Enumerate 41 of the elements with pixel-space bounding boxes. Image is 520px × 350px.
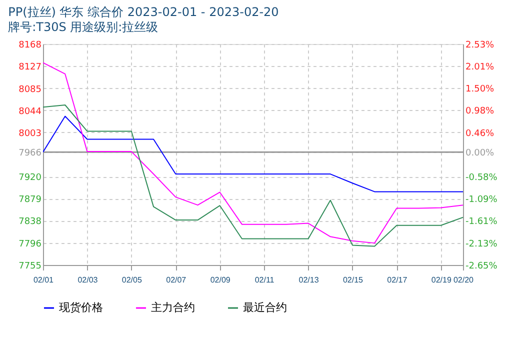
x-tick-label: 02/19 <box>431 276 452 284</box>
y-tick-label: 7838 <box>18 217 42 228</box>
y-tick-label: 7879 <box>18 195 42 206</box>
y-tick-label: 8085 <box>18 84 42 95</box>
x-tick-label: 02/01 <box>33 276 54 284</box>
y-tick-label: 7966 <box>18 148 42 159</box>
x-tick-label: 02/11 <box>254 276 275 284</box>
y-tick-label: 8003 <box>18 128 42 139</box>
y-tick-label: 8127 <box>18 62 42 72</box>
y2-tick-label: -2.13% <box>466 239 498 250</box>
y2-tick-label: -0.58% <box>466 173 498 184</box>
legend-label: 主力合约 <box>151 301 195 314</box>
y-tick-label: 8044 <box>18 106 42 117</box>
y2-tick-label: 0.46% <box>466 128 495 139</box>
x-tick-label: 02/03 <box>78 276 98 284</box>
y2-tick-label: 0.00% <box>466 148 495 158</box>
x-tick-label: 02/20 <box>453 276 474 284</box>
y2-tick-label: -2.65% <box>466 262 498 272</box>
line-series <box>43 116 463 192</box>
y-tick-label: 7755 <box>18 262 42 272</box>
legend-label: 最近合约 <box>243 301 287 314</box>
y2-tick-label: -1.09% <box>466 194 498 205</box>
y2-tick-label: 2.53% <box>466 40 495 50</box>
x-tick-label: 02/07 <box>166 276 187 284</box>
y-tick-label: 8168 <box>18 40 42 50</box>
legend-label: 现货价格 <box>59 301 103 314</box>
y2-tick-label: 2.01% <box>466 62 495 73</box>
y-tick-label: 7920 <box>18 173 42 184</box>
y-tick-label: 7796 <box>18 240 42 250</box>
line-series <box>43 104 463 247</box>
x-tick-label: 02/05 <box>122 276 142 284</box>
chart-title: PP(拉丝) 华东 综合价 2023-02-01 - 2023-02-20 <box>8 5 279 19</box>
x-tick-label: 02/13 <box>298 276 320 284</box>
y2-tick-label: -1.61% <box>466 217 498 228</box>
x-tick-label: 02/15 <box>342 276 364 284</box>
y2-tick-label: 0.98% <box>466 106 495 117</box>
line-series <box>43 62 463 244</box>
y2-tick-label: 1.50% <box>466 84 495 94</box>
x-tick-label: 02/09 <box>210 276 231 284</box>
chart-subtitle: 牌号:T30S 用途级别:拉丝级 <box>8 20 158 34</box>
x-tick-label: 02/17 <box>387 276 408 284</box>
